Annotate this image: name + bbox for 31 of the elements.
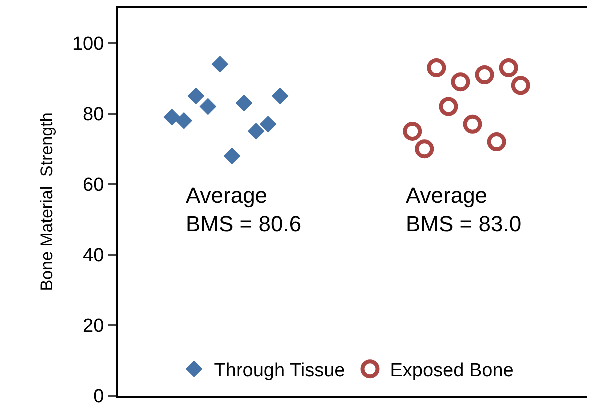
point — [487, 132, 506, 152]
y-tick-label: 40 — [83, 246, 104, 267]
y-tick-label: 100 — [72, 34, 104, 55]
point — [499, 58, 518, 78]
point — [511, 76, 530, 96]
point — [415, 140, 434, 159]
point — [463, 114, 482, 134]
point — [188, 88, 205, 105]
point — [260, 116, 277, 133]
annotation: Average BMS = 83.0 — [406, 183, 522, 237]
point — [236, 94, 253, 112]
y-tick-label: 20 — [83, 316, 104, 338]
point — [212, 56, 229, 73]
point — [451, 72, 470, 92]
point — [272, 88, 289, 105]
y-tick-label: 60 — [83, 175, 104, 196]
point — [224, 148, 241, 165]
point — [248, 123, 265, 140]
point — [403, 122, 422, 141]
legend-label: Exposed Bone — [390, 360, 514, 382]
point — [439, 97, 458, 116]
point — [164, 108, 181, 126]
point — [427, 58, 446, 78]
point — [176, 112, 193, 130]
y-tick-label: 80 — [83, 104, 104, 126]
annotation: Average BMS = 80.6 — [186, 183, 302, 237]
point — [200, 98, 217, 116]
point — [475, 66, 494, 85]
y-axis-title: Bone Material Strength — [38, 112, 57, 292]
legend-label: Through Tissue — [214, 360, 346, 382]
y-tick-label: 0 — [94, 386, 104, 408]
